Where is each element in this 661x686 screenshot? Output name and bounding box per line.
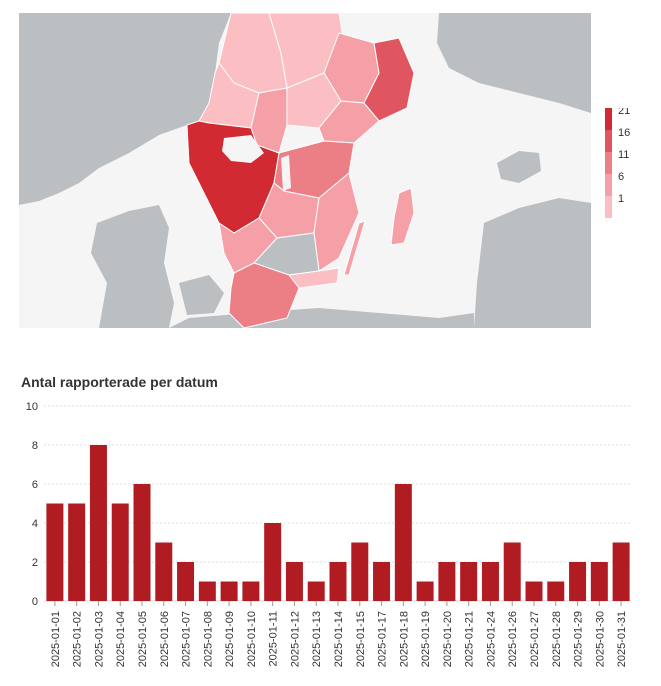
- bar: [547, 581, 565, 601]
- y-tick-label: 8: [32, 440, 38, 452]
- y-tick-label: 6: [32, 479, 38, 491]
- bar: [89, 445, 107, 601]
- bar: [569, 562, 587, 601]
- x-tick-label: 2025-01-29: [573, 611, 585, 667]
- x-tick-label: 2025-01-18: [398, 611, 410, 667]
- x-tick-label: 2025-01-14: [333, 611, 345, 667]
- x-tick-label: 2025-01-30: [594, 611, 606, 667]
- bar: [264, 523, 282, 601]
- bar: [525, 581, 543, 601]
- x-tick-label: 2025-01-19: [420, 611, 432, 667]
- chart-title: Antal rapporterade per datum: [21, 374, 218, 390]
- x-tick-label: 2025-01-01: [50, 611, 62, 667]
- x-tick-label: 2025-01-31: [616, 611, 628, 667]
- y-tick-label: 4: [32, 518, 38, 530]
- legend-swatch: [605, 152, 612, 174]
- x-tick-label: 2025-01-21: [464, 611, 476, 667]
- bar: [46, 503, 64, 601]
- legend-swatch: [605, 108, 612, 130]
- legend-swatch: [605, 196, 612, 218]
- bar: [612, 542, 630, 601]
- x-tick-label: 2025-01-07: [181, 611, 193, 667]
- map-lake-vanern: [222, 135, 264, 163]
- region-gotland: [390, 187, 415, 246]
- y-tick-label: 10: [26, 401, 38, 413]
- bar: [394, 484, 412, 601]
- bar: [307, 581, 325, 601]
- map-lake-vattern: [281, 155, 291, 191]
- legend-label: 11: [618, 149, 629, 161]
- bar: [155, 542, 173, 601]
- x-tick-label: 2025-01-27: [529, 611, 541, 667]
- bar: [242, 581, 260, 601]
- bar: [285, 562, 303, 601]
- x-tick-label: 2025-01-10: [246, 611, 258, 667]
- x-tick-label: 2025-01-11: [268, 611, 280, 666]
- map-land-finland: [437, 13, 591, 113]
- bar: [481, 562, 499, 601]
- map-land-estonia-islands: [497, 151, 541, 183]
- x-tick-label: 2025-01-02: [72, 611, 84, 667]
- x-tick-label: 2025-01-26: [507, 611, 519, 667]
- x-tick-label: 2025-01-03: [93, 611, 105, 667]
- x-tick-label: 2025-01-15: [355, 611, 367, 667]
- x-tick-label: 2025-01-12: [289, 611, 301, 667]
- x-tick-label: 2025-01-06: [159, 611, 171, 667]
- y-tick-label: 2: [32, 557, 38, 569]
- region-stockholm: [363, 37, 415, 122]
- map-land-norway: [19, 13, 231, 205]
- map-land-zealand: [179, 275, 224, 315]
- map-land-jutland: [91, 205, 174, 328]
- map-color-legend: 21 16 11 6 1: [605, 108, 630, 218]
- x-tick-label: 2025-01-08: [202, 611, 214, 667]
- legend-label: 6: [618, 171, 624, 183]
- x-tick-label: 2025-01-09: [224, 611, 236, 667]
- bar: [329, 562, 347, 601]
- x-tick-label: 2025-01-04: [115, 611, 127, 667]
- bar: [198, 581, 216, 601]
- bar: [68, 503, 86, 601]
- bar: [111, 503, 129, 601]
- x-tick-label: 2025-01-28: [551, 611, 563, 667]
- bar: [133, 484, 151, 601]
- x-tick-label: 2025-01-20: [442, 611, 454, 667]
- map-land-baltics: [474, 198, 591, 328]
- sweden-region-map: [19, 13, 591, 328]
- bar: [590, 562, 608, 601]
- y-axis-ticks: 0 2 4 6 8 10: [26, 401, 38, 608]
- bar: [220, 581, 238, 601]
- x-tick-label: 2025-01-13: [311, 611, 323, 667]
- region-oland: [343, 220, 366, 276]
- bar: [416, 581, 434, 601]
- bars: [46, 445, 630, 601]
- legend-label: 21: [618, 108, 630, 117]
- bar: [438, 562, 456, 601]
- bar: [351, 542, 369, 601]
- bar: [503, 542, 521, 601]
- legend-label: 1: [618, 193, 624, 205]
- x-axis-ticks: 2025-01-01 2025-01-02 2025-01-03 2025-01-04…: [50, 601, 628, 667]
- bar: [177, 562, 195, 601]
- y-tick-label: 0: [32, 596, 38, 608]
- bar: [373, 562, 391, 601]
- legend-swatch: [605, 130, 612, 152]
- x-tick-label: 2025-01-17: [377, 611, 389, 667]
- x-tick-label: 2025-01-05: [137, 611, 149, 667]
- region-skane: [228, 262, 300, 328]
- legend-swatch: [605, 174, 612, 196]
- bar: [460, 562, 478, 601]
- x-tick-label: 2025-01-24: [485, 611, 497, 667]
- legend-label: 16: [618, 127, 630, 139]
